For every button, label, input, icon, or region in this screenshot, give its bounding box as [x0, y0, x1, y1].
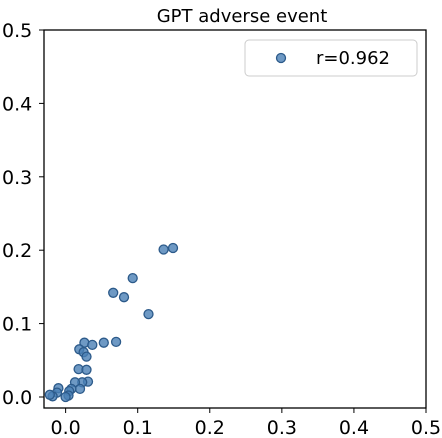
data-point — [167, 242, 179, 254]
data-points — [44, 242, 179, 403]
x-tick-label: 0.5 — [411, 417, 441, 438]
legend-marker — [275, 52, 287, 64]
data-point — [127, 272, 138, 284]
plot-frame — [43, 29, 427, 409]
data-point — [143, 308, 154, 320]
x-tick-label: 0.0 — [51, 417, 81, 438]
data-point — [81, 364, 92, 375]
x-axis: 0.0 0.1 0.2 0.3 0.4 0.5 — [51, 408, 441, 438]
y-tick-label: 0.4 — [2, 93, 32, 115]
y-tick-label: 0.0 — [2, 387, 32, 409]
data-point — [108, 287, 119, 298]
data-point — [44, 389, 55, 400]
data-point — [60, 391, 71, 403]
x-tick-label: 0.4 — [339, 417, 369, 438]
chart-title: GPT adverse event — [157, 6, 328, 27]
y-tick-label: 0.2 — [2, 240, 32, 262]
legend: r=0.962 — [244, 39, 418, 77]
data-point — [118, 292, 130, 303]
x-tick-label: 0.2 — [195, 417, 225, 438]
data-point — [110, 336, 122, 348]
y-tick-label: 0.3 — [2, 167, 32, 189]
y-axis: 0.0 0.1 0.2 0.3 0.4 0.5 — [2, 20, 44, 409]
data-point — [87, 339, 98, 351]
legend-box — [244, 39, 418, 77]
y-tick-label: 0.1 — [2, 314, 32, 336]
data-point — [74, 383, 86, 395]
data-point — [158, 244, 169, 255]
x-tick-label: 0.1 — [123, 417, 153, 438]
legend-label: r=0.962 — [316, 48, 390, 69]
data-point — [81, 351, 92, 362]
data-point — [98, 337, 109, 348]
x-tick-label: 0.3 — [267, 417, 297, 438]
y-tick-label: 0.5 — [2, 20, 32, 42]
